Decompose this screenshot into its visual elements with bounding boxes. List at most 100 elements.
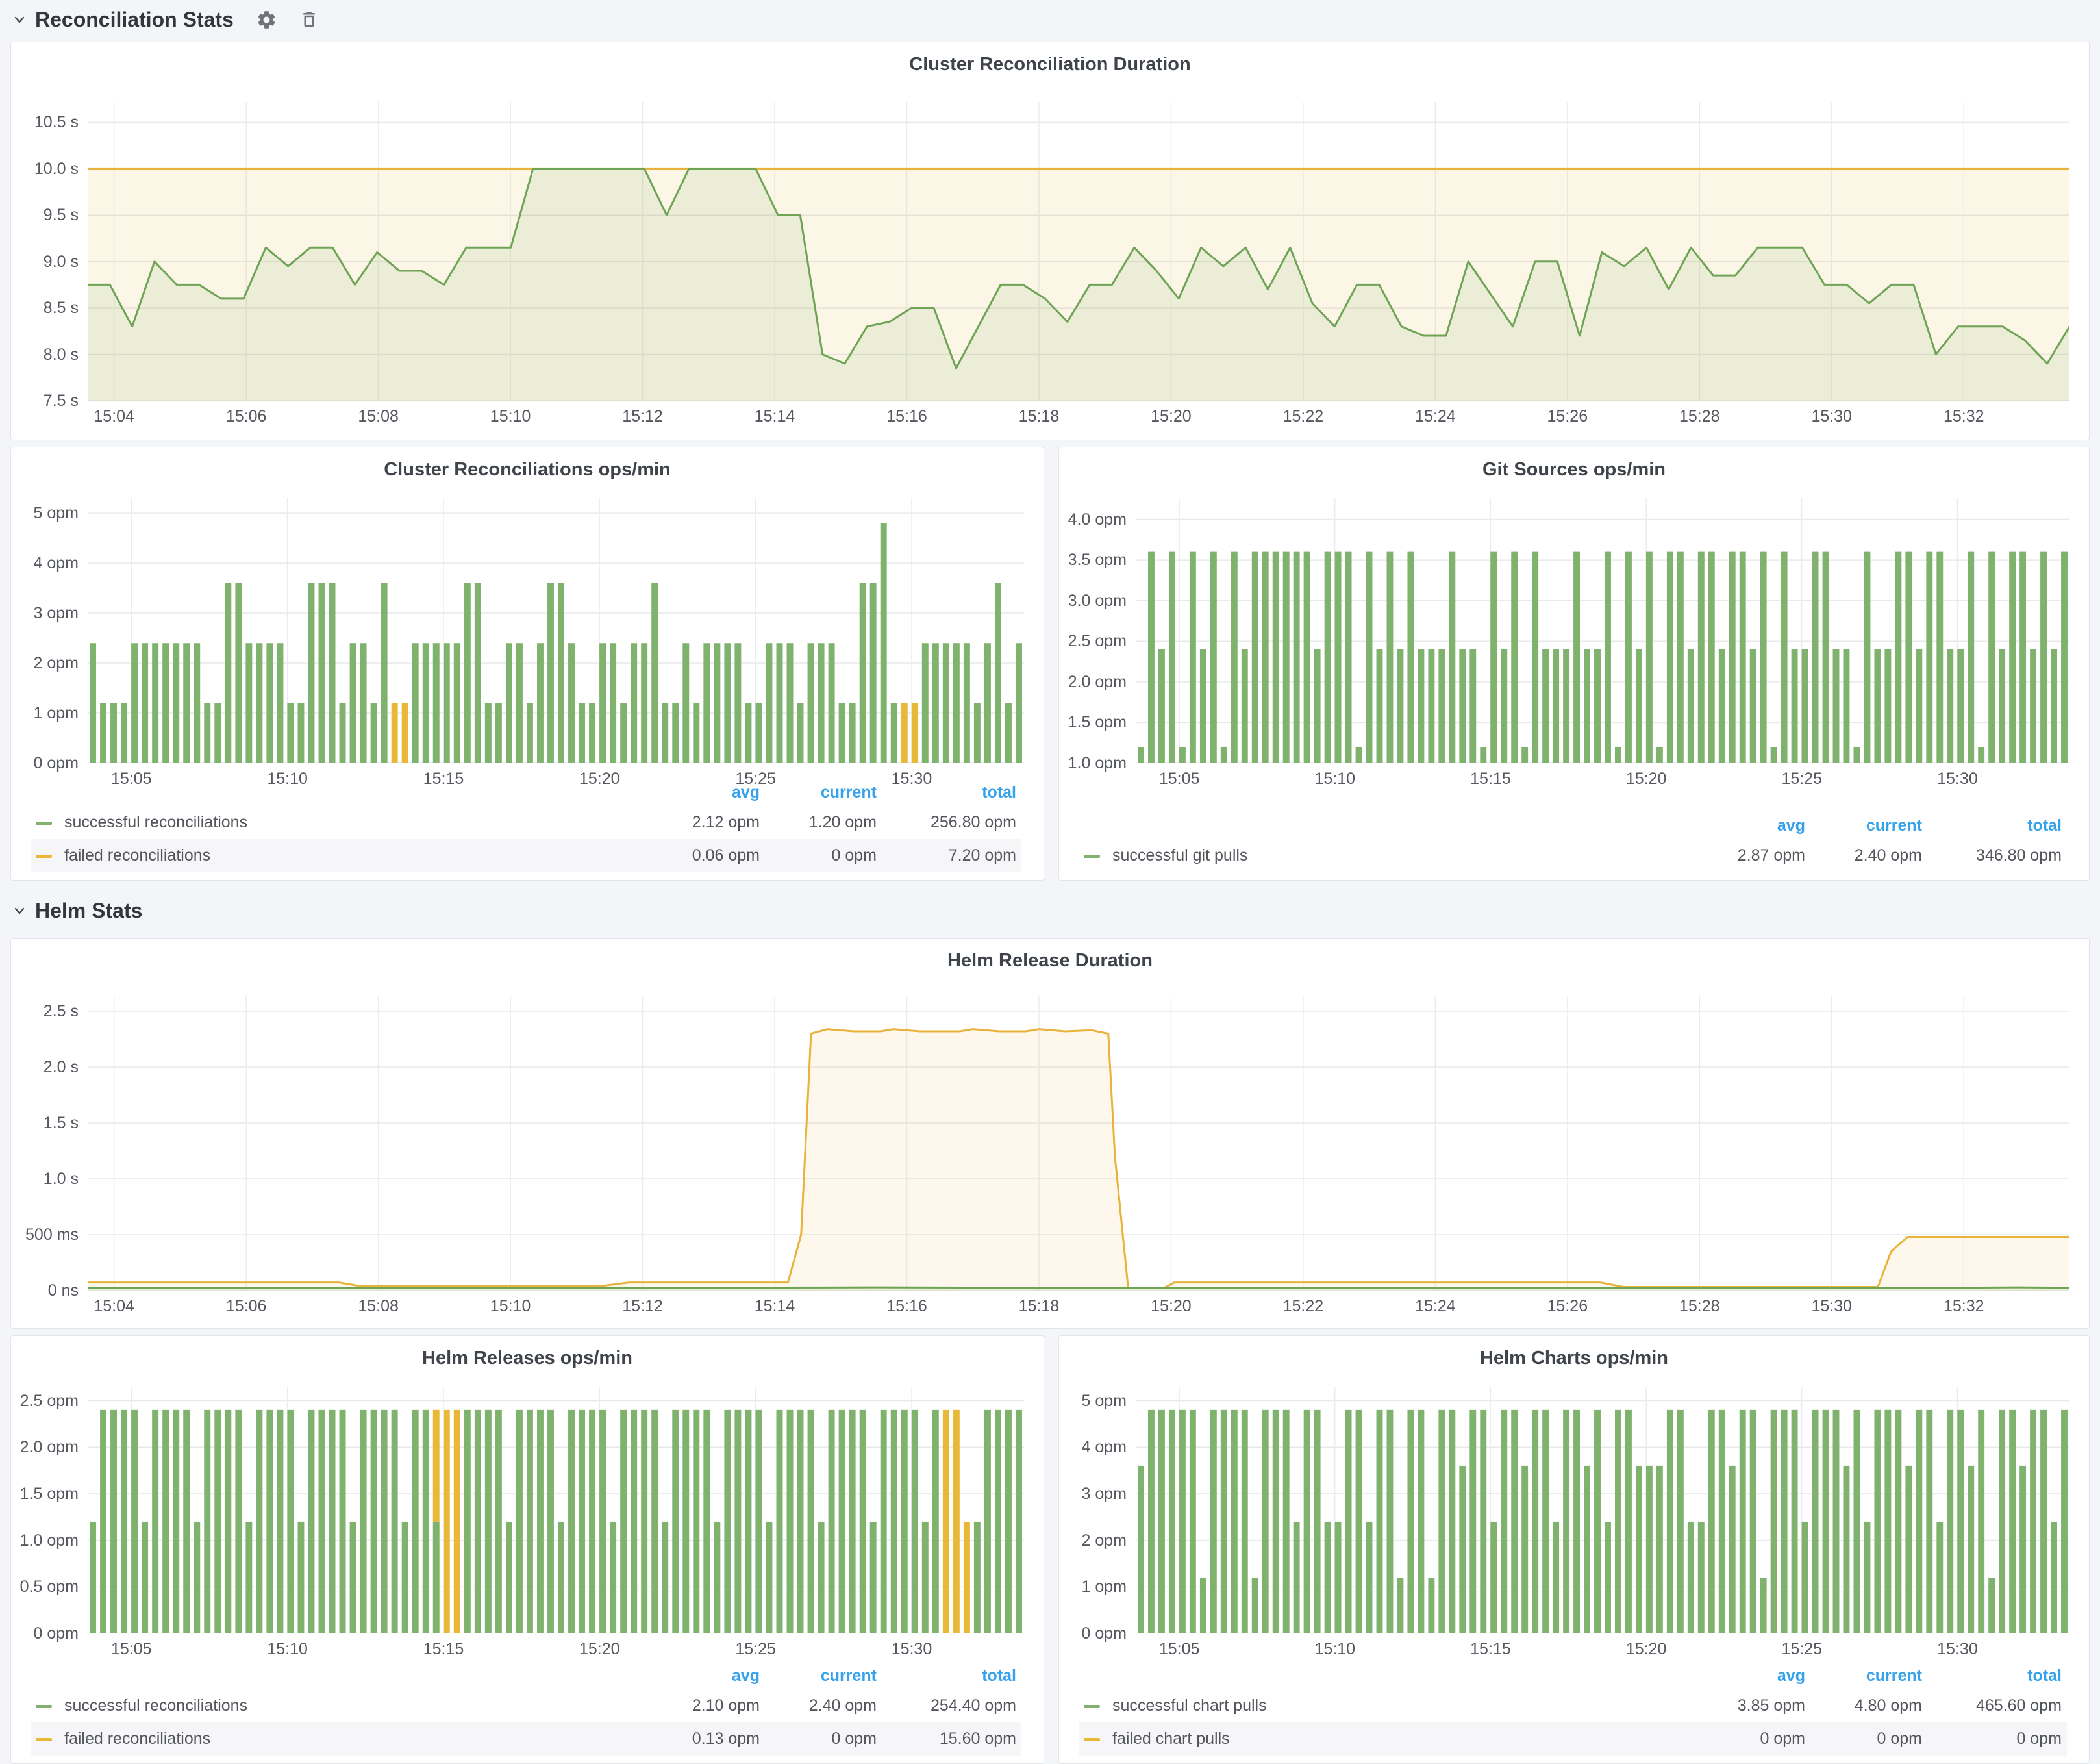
bar [1666, 1409, 1673, 1633]
legend-header-row: avg current total [1079, 1662, 2067, 1689]
legend-sort-current[interactable]: current [820, 1666, 877, 1685]
bar [308, 583, 315, 763]
bar [1449, 551, 1456, 763]
bar [1895, 1409, 1902, 1633]
panel-title[interactable]: Helm Release Duration [947, 950, 1153, 971]
y-tick-label: 2 opm [33, 654, 79, 673]
bar [1272, 1409, 1279, 1633]
plot-area[interactable] [88, 498, 1024, 763]
bar [1231, 551, 1238, 763]
bar [724, 643, 731, 763]
legend-sort-avg[interactable]: avg [1777, 1666, 1805, 1685]
series-total: 15.60 opm [939, 1730, 1016, 1748]
bar [287, 703, 294, 763]
bar [1584, 649, 1590, 763]
bar [849, 703, 856, 763]
legend-sort-total[interactable]: total [982, 783, 1016, 801]
series-label[interactable]: failed chart pulls [1112, 1730, 1230, 1748]
bar [453, 1409, 460, 1633]
legend-sort-current[interactable]: current [1866, 816, 1922, 835]
plot-area[interactable] [88, 1387, 1024, 1633]
bar [225, 1409, 232, 1633]
y-tick-label: 2.0 s [43, 1058, 79, 1077]
bar [641, 1409, 648, 1633]
bar [100, 703, 107, 763]
bar [194, 643, 201, 763]
panel-title[interactable]: Helm Charts ops/min [1479, 1348, 1669, 1368]
panel-title[interactable]: Git Sources ops/min [1482, 459, 1666, 480]
plot-area[interactable] [88, 102, 2069, 401]
series-label[interactable]: failed reconciliations [64, 1730, 211, 1748]
bar [869, 583, 877, 763]
bar [1480, 746, 1487, 763]
bar [1760, 551, 1767, 763]
bar [1303, 551, 1310, 763]
x-tick-label: 15:22 [1282, 407, 1324, 425]
bar [1615, 1409, 1621, 1633]
gear-icon[interactable] [256, 9, 277, 31]
bar [1718, 649, 1725, 763]
x-tick-label: 15:12 [622, 407, 663, 425]
plot-area[interactable] [88, 996, 2069, 1291]
x-tick-label: 15:14 [754, 1297, 795, 1315]
panel-helm-charts-ops: Helm Charts ops/min 5 opm 4 opm 3 opm 2 opm… [1058, 1335, 2090, 1764]
legend-sort-avg[interactable]: avg [731, 783, 760, 801]
bar [2061, 1409, 2068, 1633]
x-tick-label: 15:15 [1470, 1640, 1511, 1658]
series-label[interactable]: successful git pulls [1112, 846, 1248, 864]
x-tick-label: 15:30 [1811, 1297, 1853, 1315]
x-tick-label: 15:26 [1547, 1297, 1588, 1315]
bar [1490, 1521, 1497, 1633]
panel-title[interactable]: Cluster Reconciliations ops/min [384, 459, 671, 480]
bar [776, 1409, 783, 1633]
bar [1262, 1409, 1269, 1633]
section-title[interactable]: Reconciliation Stats [35, 7, 234, 31]
x-tick-label: 15:10 [490, 407, 531, 425]
bar [1376, 1409, 1383, 1633]
series-line [88, 1286, 2069, 1290]
legend-sort-avg[interactable]: avg [731, 1666, 760, 1685]
bar [1532, 551, 1539, 763]
bar [1770, 1409, 1777, 1633]
chevron-down-icon[interactable] [12, 903, 27, 918]
series-total: 0 opm [2016, 1730, 2062, 1748]
trash-icon[interactable] [299, 10, 319, 29]
bar [2019, 551, 2027, 763]
legend-sort-total[interactable]: total [982, 1666, 1016, 1685]
bar [1708, 551, 1715, 763]
plot-area[interactable] [1136, 498, 2069, 763]
series-label[interactable]: successful chart pulls [1112, 1696, 1267, 1715]
bar [631, 643, 638, 763]
legend-sort-total[interactable]: total [2027, 816, 2062, 835]
panel-title[interactable]: Helm Releases ops/min [422, 1348, 632, 1368]
legend-sort-current[interactable]: current [820, 783, 877, 801]
series-label[interactable]: successful reconciliations [64, 813, 248, 831]
bar [1501, 649, 1508, 763]
bar [1874, 649, 1881, 763]
bar [142, 643, 149, 763]
legend-sort-current[interactable]: current [1866, 1666, 1922, 1685]
panel-title[interactable]: Cluster Reconciliation Duration [909, 54, 1191, 75]
legend-sort-avg[interactable]: avg [1777, 816, 1805, 835]
y-tick-label: 1.0 opm [19, 1531, 79, 1550]
bar [1386, 551, 1394, 763]
x-tick-label: 15:30 [1937, 1640, 1978, 1658]
bar [1303, 1409, 1310, 1633]
plot-area[interactable] [1136, 1387, 2069, 1633]
x-tick-label: 15:10 [267, 770, 308, 788]
bar [1916, 1409, 1923, 1633]
section-title[interactable]: Helm Stats [35, 898, 143, 922]
series-color-dash [36, 846, 64, 865]
series-label[interactable]: successful reconciliations [64, 1696, 248, 1715]
bar [1168, 1409, 1175, 1633]
series-total: 254.40 opm [930, 1696, 1016, 1715]
legend-sort-total[interactable]: total [2027, 1666, 2062, 1685]
bar [370, 1409, 377, 1633]
legend-row: successful chart pulls 3.85 opm 4.80 opm 46… [1079, 1689, 2067, 1722]
bar [173, 1409, 180, 1633]
bar [620, 703, 627, 763]
bar [401, 703, 408, 763]
bar [1459, 1465, 1466, 1633]
series-label[interactable]: failed reconciliations [64, 846, 211, 864]
chevron-down-icon[interactable] [12, 12, 27, 27]
